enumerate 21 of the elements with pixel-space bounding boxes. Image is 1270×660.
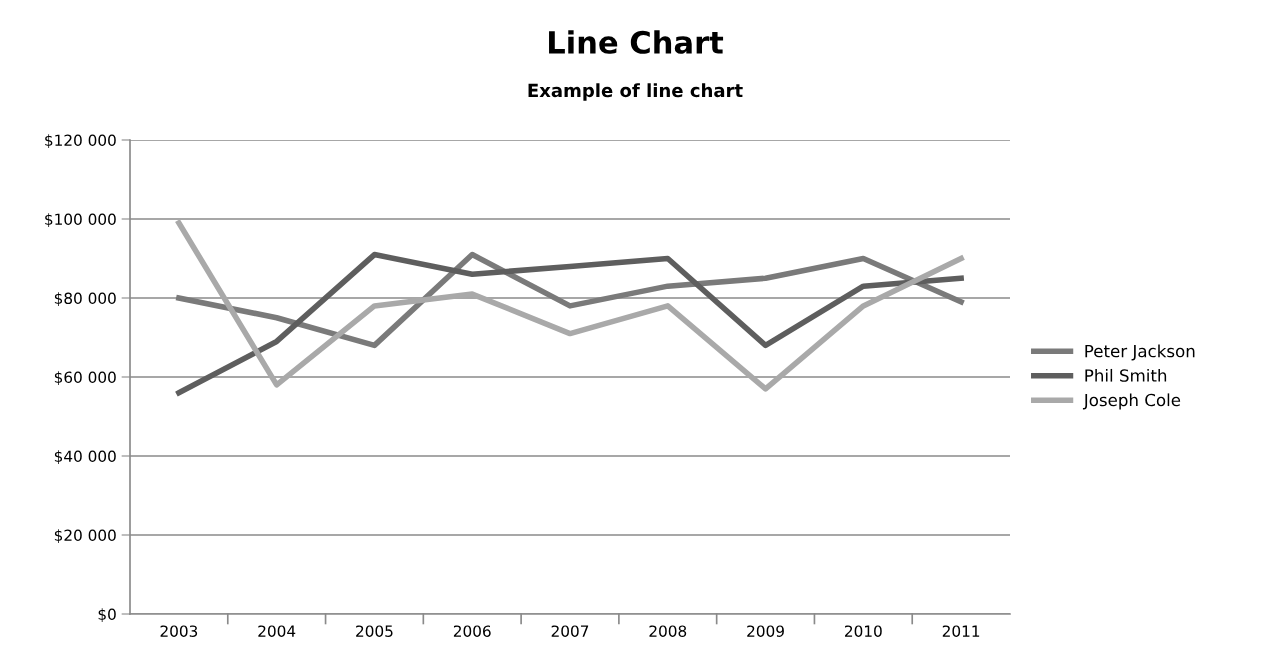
y-tick-label: $40 000 [54, 450, 116, 465]
x-tick-label: 2007 [551, 625, 589, 637]
x-tick-label: 2008 [649, 625, 687, 637]
legend-label: Peter Jackson [1085, 344, 1195, 361]
y-tick-label: $20 000 [54, 529, 116, 544]
legend-label: Joseph Cole [1082, 393, 1181, 410]
x-tick-label: 2010 [845, 625, 882, 637]
y-tick-label: $0 [98, 608, 116, 623]
y-tick-label: $80 000 [54, 292, 116, 307]
legend-label: Phil Smith [1085, 368, 1167, 382]
y-tick-label: $120 000 [45, 134, 116, 149]
y-tick-label: $60 000 [54, 371, 116, 386]
x-tick-label: 2004 [258, 625, 296, 637]
y-tick-label: $100 000 [45, 213, 116, 228]
chart-subtitle: Example of line chart [528, 83, 743, 101]
x-tick-label: 2009 [747, 625, 784, 637]
x-tick-label: 2006 [453, 625, 491, 637]
x-tick-label: 2005 [356, 625, 393, 637]
x-tick-label: 2011 [942, 625, 980, 637]
chart-title: Line Chart [549, 30, 724, 54]
x-tick-label: 2003 [160, 625, 198, 637]
